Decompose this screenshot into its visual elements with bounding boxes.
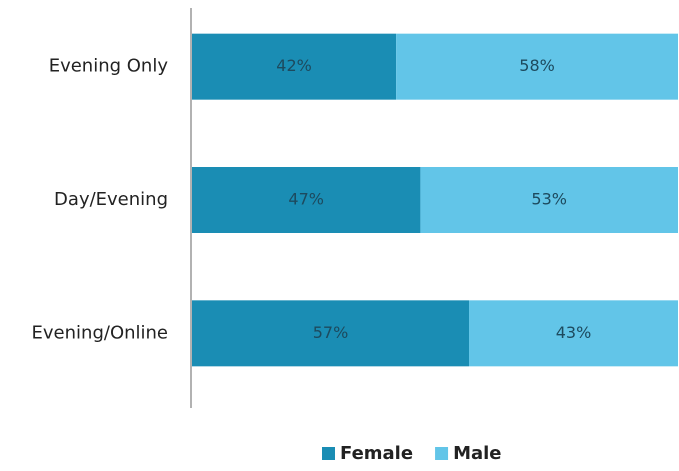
category-label: Evening Only <box>49 56 169 77</box>
legend-swatch <box>322 447 335 460</box>
category-label: Day/Evening <box>54 189 168 210</box>
value-label: 43% <box>556 323 592 342</box>
value-label: 58% <box>519 56 555 75</box>
value-label: 47% <box>288 190 324 209</box>
legend-swatch <box>435 447 449 460</box>
bar-segment <box>469 300 678 367</box>
bar-segment <box>192 33 397 100</box>
bar-segment <box>420 167 678 233</box>
bar-segment <box>192 167 421 233</box>
category-label: Evening/Online <box>32 322 168 343</box>
value-label: 53% <box>531 190 567 209</box>
value-label: 57% <box>313 323 349 342</box>
bar-segment <box>396 33 678 100</box>
value-label: 42% <box>276 56 312 75</box>
legend-label: Male <box>453 443 501 464</box>
bar-segment <box>192 300 470 367</box>
legend-label: Female <box>340 443 413 464</box>
